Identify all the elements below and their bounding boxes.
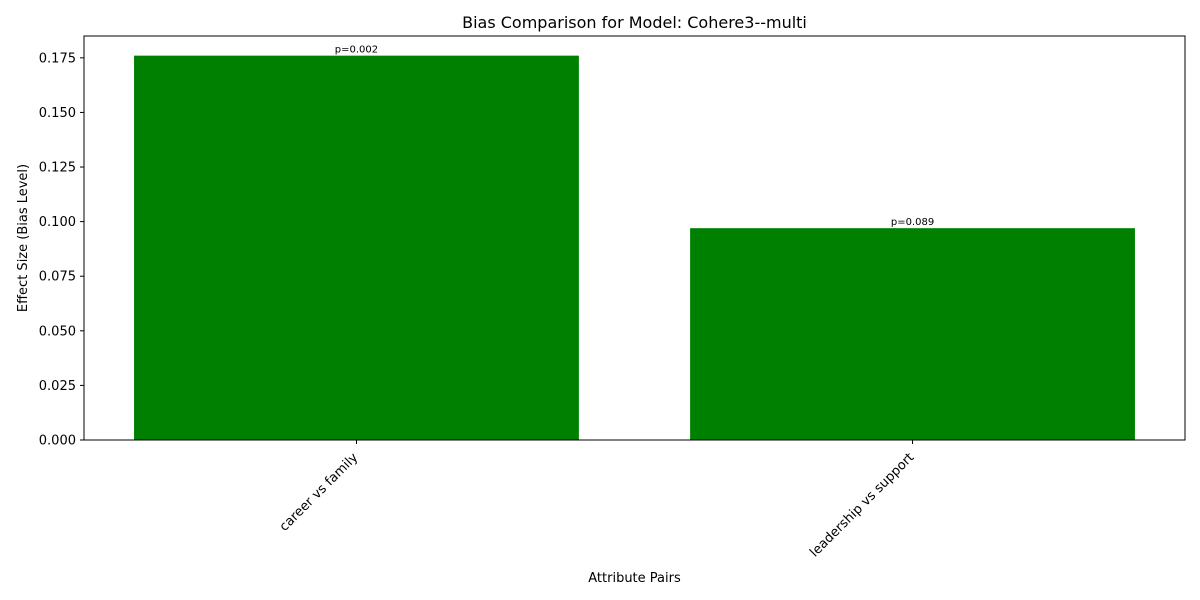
y-tick-label: 0.150 <box>39 106 76 121</box>
chart-title: Bias Comparison for Model: Cohere3--mult… <box>462 13 807 32</box>
y-tick-label: 0.125 <box>39 161 76 176</box>
bar-labels-group: p=0.002 p=0.089 <box>335 45 934 229</box>
y-tick-label: 0.075 <box>39 270 76 285</box>
x-axis-label: Attribute Pairs <box>588 571 681 586</box>
y-tick-label: 0.100 <box>39 215 76 230</box>
y-axis: 0.000 0.025 0.050 0.075 0.100 0.125 0.150 0.175 <box>39 51 84 449</box>
y-tick-label: 0.175 <box>39 51 76 66</box>
bar-leadership-vs-support <box>690 228 1135 440</box>
plot-area <box>83 35 1186 441</box>
bar-career-vs-family <box>134 55 579 440</box>
y-axis-label: Effect Size (Bias Level) <box>16 164 31 312</box>
bar-data-label: p=0.089 <box>891 217 934 228</box>
y-tick-label: 0.025 <box>39 379 76 394</box>
bars-group <box>134 55 1135 440</box>
plot-frame <box>83 35 1186 441</box>
bar-data-label: p=0.002 <box>335 45 378 56</box>
y-tick-label: 0.050 <box>39 324 76 339</box>
y-tick-label: 0.000 <box>39 434 76 449</box>
